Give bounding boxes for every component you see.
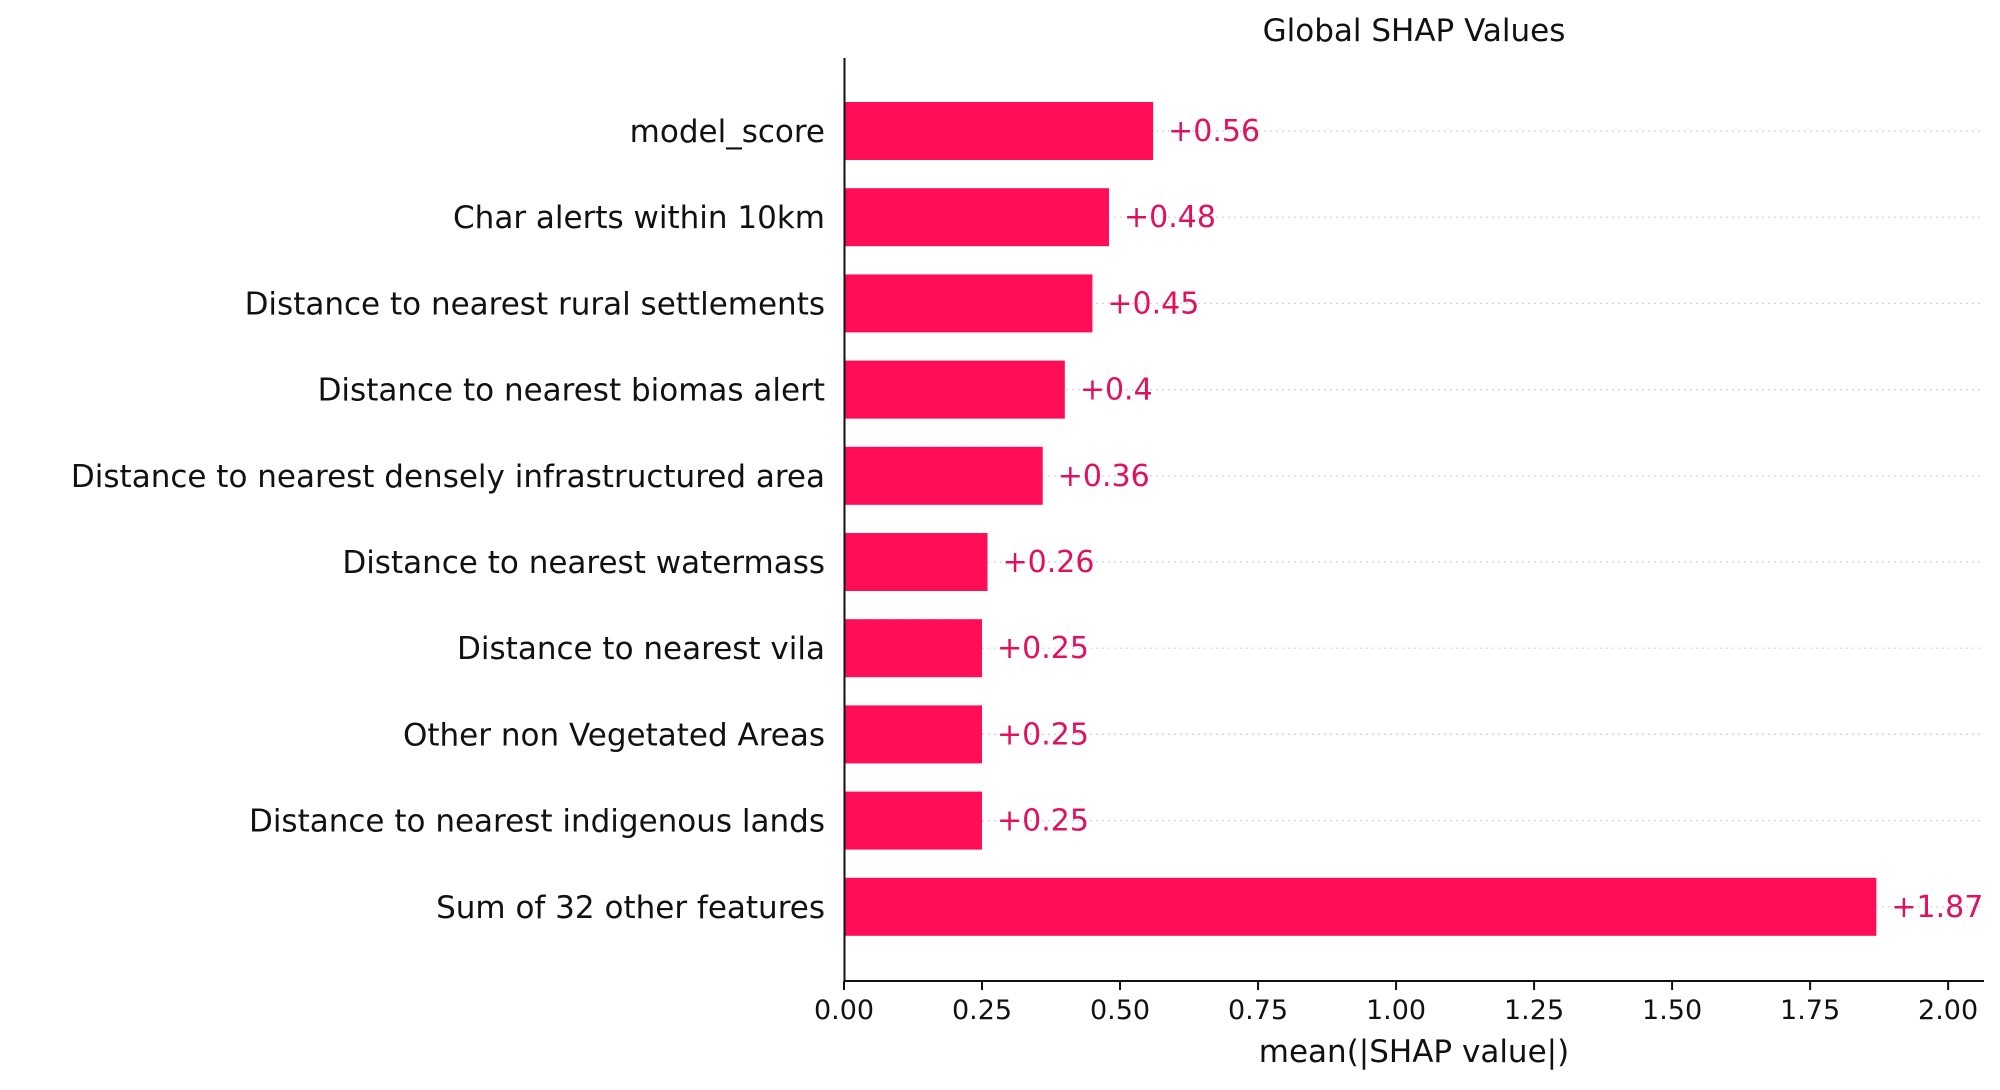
x-ticks: 0.00 0.25 0.50 0.75 1.00 1.25 1.50 1.75 2.00 — [814, 981, 1978, 1026]
x-tick-label: 0.50 — [1090, 995, 1150, 1026]
bar — [844, 705, 983, 764]
category-label: Distance to nearest vila — [457, 631, 825, 667]
bar-value-label: +0.4 — [1080, 373, 1153, 408]
category-label: Distance to nearest biomas alert — [318, 373, 825, 409]
category-label: Other non Vegetated Areas — [403, 717, 825, 753]
bar-value-label: +1.87 — [1891, 890, 1983, 925]
category-label: Sum of 32 other features — [436, 890, 825, 926]
x-tick-label: 2.00 — [1918, 995, 1978, 1026]
bar-value-label: +0.36 — [1058, 459, 1150, 494]
chart-title: Global SHAP Values — [1263, 13, 1566, 49]
bar-value-label: +0.45 — [1107, 286, 1199, 321]
bar — [844, 274, 1093, 333]
category-label: Distance to nearest densely infrastructu… — [71, 459, 825, 495]
bar — [844, 360, 1065, 419]
category-label: Distance to nearest indigenous lands — [249, 804, 825, 840]
bar-value-label: +0.48 — [1124, 200, 1216, 235]
category-label: Distance to nearest rural settlements — [245, 286, 825, 322]
bar-value-label: +0.25 — [997, 804, 1089, 839]
x-tick-label: 1.25 — [1504, 995, 1564, 1026]
value-labels: +0.56 +0.48 +0.45 +0.4 +0.36 +0.26 +0.25 +0.25 +… — [997, 114, 1983, 925]
x-tick-label: 0.25 — [952, 995, 1012, 1026]
bar — [844, 877, 1877, 936]
bars — [844, 102, 1877, 936]
x-tick-label: 0.75 — [1228, 995, 1288, 1026]
x-tick-label: 1.75 — [1780, 995, 1840, 1026]
category-label: Distance to nearest watermass — [342, 545, 825, 581]
x-tick-label: 1.50 — [1642, 995, 1702, 1026]
bar — [844, 446, 1043, 505]
x-axis-label: mean(|SHAP value|) — [1259, 1034, 1569, 1070]
bar — [844, 619, 983, 678]
bar — [844, 533, 988, 591]
x-tick-label: 0.00 — [814, 995, 874, 1026]
bar — [844, 102, 1154, 160]
category-label: model_score — [630, 114, 825, 150]
category-label: Char alerts within 10km — [453, 200, 825, 236]
bar — [844, 188, 1109, 247]
category-labels: model_score Char alerts within 10km Distan… — [71, 114, 825, 926]
bar-value-label: +0.26 — [1003, 545, 1095, 580]
guide-lines — [844, 130, 1984, 908]
bar-value-label: +0.25 — [997, 631, 1089, 666]
bar — [844, 791, 983, 850]
bar-value-label: +0.56 — [1168, 114, 1260, 149]
x-tick-label: 1.00 — [1366, 995, 1426, 1026]
bar-value-label: +0.25 — [997, 717, 1089, 752]
